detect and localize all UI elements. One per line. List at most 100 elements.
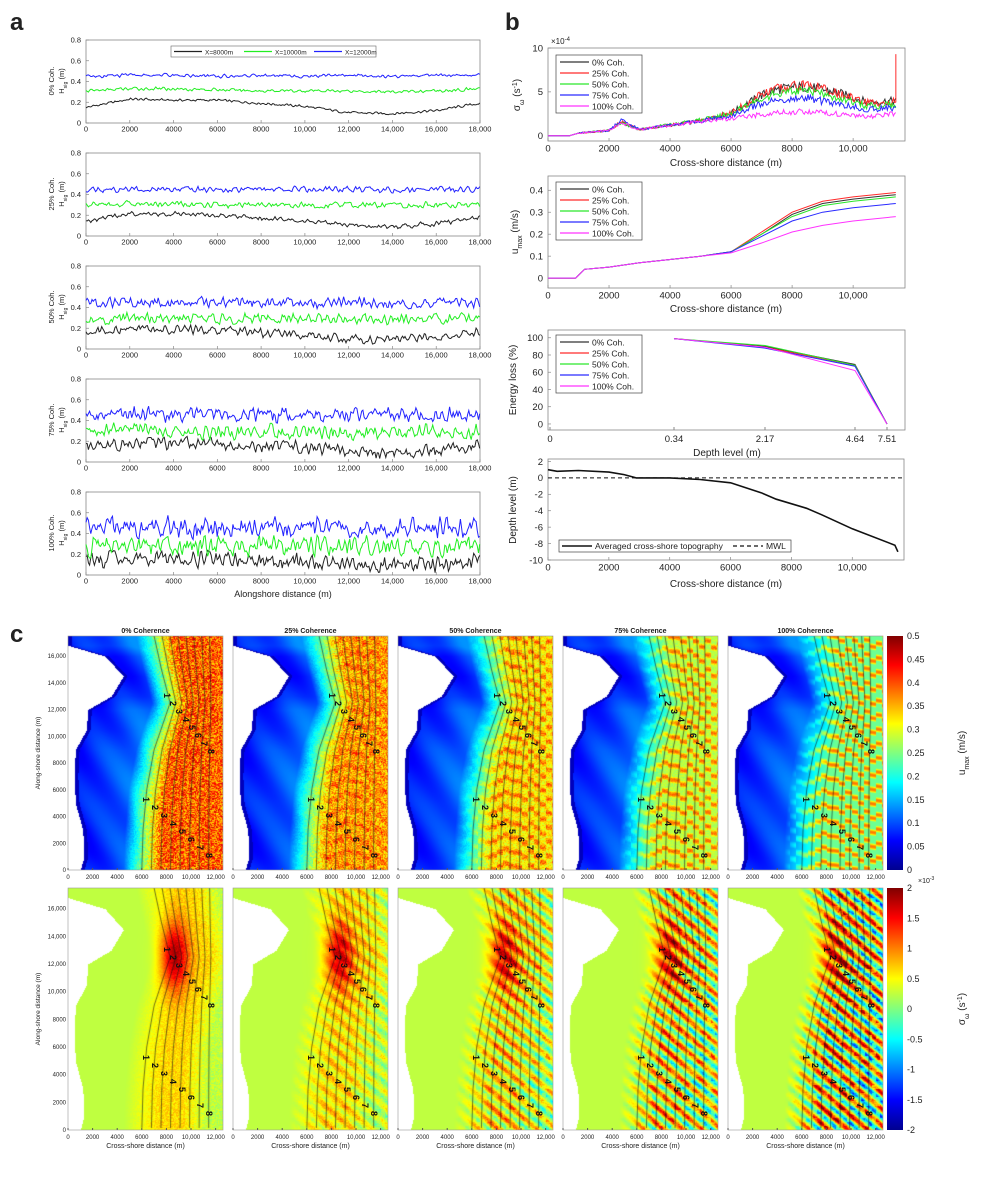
colorbar-tick-label: 0.35 xyxy=(907,701,925,711)
panel-a-series-line xyxy=(85,406,481,424)
contour-label: 8 xyxy=(370,1002,381,1008)
panel-b-vorticity-xtick-label: 4000 xyxy=(659,144,680,155)
panel-b-umax-legend-label: 75% Coh. xyxy=(592,218,629,228)
panel-a-plot-4-xtick-label: 12,000 xyxy=(337,577,360,586)
ylabel-main: H xyxy=(57,88,66,93)
ylabel-unit: (m) xyxy=(57,294,66,308)
contour-label: 4 xyxy=(663,1078,674,1084)
ylabel-unit: (m/s) xyxy=(510,210,521,236)
panel-a-plot-0-xtick-label: 6000 xyxy=(209,125,226,134)
panel-a-coherence-label: 50% Coh. xyxy=(47,291,56,324)
map-ylabel: Along-shore distance (m) xyxy=(35,717,42,790)
panel-a-series-line xyxy=(85,310,481,326)
map-xtick-label: 8000 xyxy=(160,1135,174,1141)
colorbar-tick-label: 0.3 xyxy=(907,725,920,735)
map-ytick-label: 0 xyxy=(63,868,67,874)
contour-label: 2 xyxy=(333,954,344,960)
contour-label: 2 xyxy=(315,1062,326,1068)
map-title: 50% Coherence xyxy=(449,628,501,635)
ylabel-sub: ω xyxy=(964,1013,971,1019)
panel-b-vorticity-ytick-label: 5 xyxy=(538,87,543,98)
contour-label: 7 xyxy=(859,740,870,746)
panel-b-energy-ytick-label: 100 xyxy=(527,333,543,344)
panel-a-plot-1-xtick-label: 12,000 xyxy=(337,238,360,247)
contour-label: 4 xyxy=(675,716,686,722)
contour-label: 4 xyxy=(498,1078,509,1084)
colorbar-tick-label: 0 xyxy=(907,1004,912,1014)
panel-a-series-line xyxy=(85,533,481,559)
panel-label-c: c xyxy=(10,621,23,648)
map-xtick-label: 8000 xyxy=(160,875,174,881)
map-xtick-label: 4000 xyxy=(771,875,785,881)
map-ytick-label: 0 xyxy=(63,1128,67,1134)
contour-label: 1 xyxy=(141,797,152,803)
contour-label: 4 xyxy=(168,821,179,827)
panel-b-energy-xtick-label: 7.51 xyxy=(878,434,897,445)
panel-b-energy-ytick-label: 60 xyxy=(532,368,543,379)
panel-a-plot-4-xtick-label: 16,000 xyxy=(425,577,448,586)
panel-a-legend-label: X=12000m xyxy=(345,50,377,57)
colorbar-tick-label: 0.2 xyxy=(907,771,920,781)
contour-label: 4 xyxy=(840,716,851,722)
contour-label: 4 xyxy=(345,716,356,722)
umax-map-25pct xyxy=(233,636,388,870)
map-xtick-label: 6000 xyxy=(300,875,314,881)
ylabel-main: H xyxy=(57,427,66,432)
panel-a-plot-4-xtick-label: 10,000 xyxy=(293,577,316,586)
map-xtick-label: 4000 xyxy=(771,1135,785,1141)
panel-b-vorticity-ytick-label: 10 xyxy=(532,43,543,54)
ylabel-main: H xyxy=(57,314,66,319)
panel-b-energy-ytick-label: 20 xyxy=(532,402,543,413)
panel-a-plot-2-ytick-label: 0.4 xyxy=(71,303,81,312)
contour-label: 4 xyxy=(840,970,851,976)
panel-a-series-line xyxy=(85,86,480,94)
panel-b-umax-xtick-label: 8000 xyxy=(782,291,803,302)
panel-b-topo-xtick-label: 4000 xyxy=(659,563,680,574)
contour-label: 2 xyxy=(810,805,821,811)
map-xtick-label: 2000 xyxy=(746,1135,760,1141)
contour-label: 8 xyxy=(205,748,216,754)
panel-b-topo-xtick-label: 8000 xyxy=(781,563,802,574)
map-xtick-label: 10,000 xyxy=(842,1135,861,1141)
panel-a-plot-2-ytick-label: 0 xyxy=(77,345,81,354)
contour-label: 8 xyxy=(204,1110,215,1116)
map-xtick-label: 12,000 xyxy=(866,875,885,881)
map-xtick-label: 12,000 xyxy=(536,875,555,881)
contour-label: 2 xyxy=(150,1062,161,1068)
map-axes-box xyxy=(727,887,884,1131)
map-xtick-label: 0 xyxy=(231,1135,235,1141)
vorticity-map-0pct xyxy=(68,888,223,1130)
panel-a-plot-2-xtick-label: 12,000 xyxy=(337,351,360,360)
map-xtick-label: 10,000 xyxy=(182,1135,201,1141)
panel-b-energy-ylabel: Energy loss (%) xyxy=(508,345,519,416)
contour-label: 5 xyxy=(837,829,848,835)
contour-label: 6 xyxy=(351,1094,362,1100)
panel-a-series-line xyxy=(85,97,481,116)
panel-a-plot-0-xtick-label: 12,000 xyxy=(337,125,360,134)
contour-label: 3 xyxy=(159,1070,170,1076)
contour-label: 6 xyxy=(523,732,534,738)
contour-label: 8 xyxy=(369,853,380,859)
map-xtick-label: 12,000 xyxy=(371,1135,390,1141)
map-xtick-label: 12,000 xyxy=(701,1135,720,1141)
contour-label: 1 xyxy=(141,1054,152,1060)
contour-label: 7 xyxy=(859,994,870,1000)
panel-b-vorticity-xtick-label: 10,000 xyxy=(839,144,868,155)
map-ytick-label: 2000 xyxy=(53,1100,67,1106)
panel-a-plot-1-xtick-label: 16,000 xyxy=(425,238,448,247)
panel-a-plot-4-xtick-label: 2000 xyxy=(121,577,138,586)
panel-b-topo-ytick-label: 0 xyxy=(538,473,543,484)
map-xtick-label: 2000 xyxy=(251,1135,265,1141)
panel-b-umax-xtick-label: 6000 xyxy=(721,291,742,302)
contour-label: 1 xyxy=(822,692,833,698)
panel-a-ylabel: Hsig (m) xyxy=(57,407,69,433)
ylabel-main: H xyxy=(57,201,66,206)
panel-b-vorticity-legend-label: 50% Coh. xyxy=(592,80,629,90)
contour-label: 8 xyxy=(534,853,545,859)
panel-a-plot-2-ytick-label: 0.6 xyxy=(71,282,81,291)
panel-a-series-line xyxy=(85,210,481,230)
contour-label: 4 xyxy=(828,1078,839,1084)
panel-a-plot-4-xtick-label: 4000 xyxy=(165,577,182,586)
map-ytick-label: 4000 xyxy=(53,1073,67,1079)
contour-label: 5 xyxy=(846,978,857,984)
